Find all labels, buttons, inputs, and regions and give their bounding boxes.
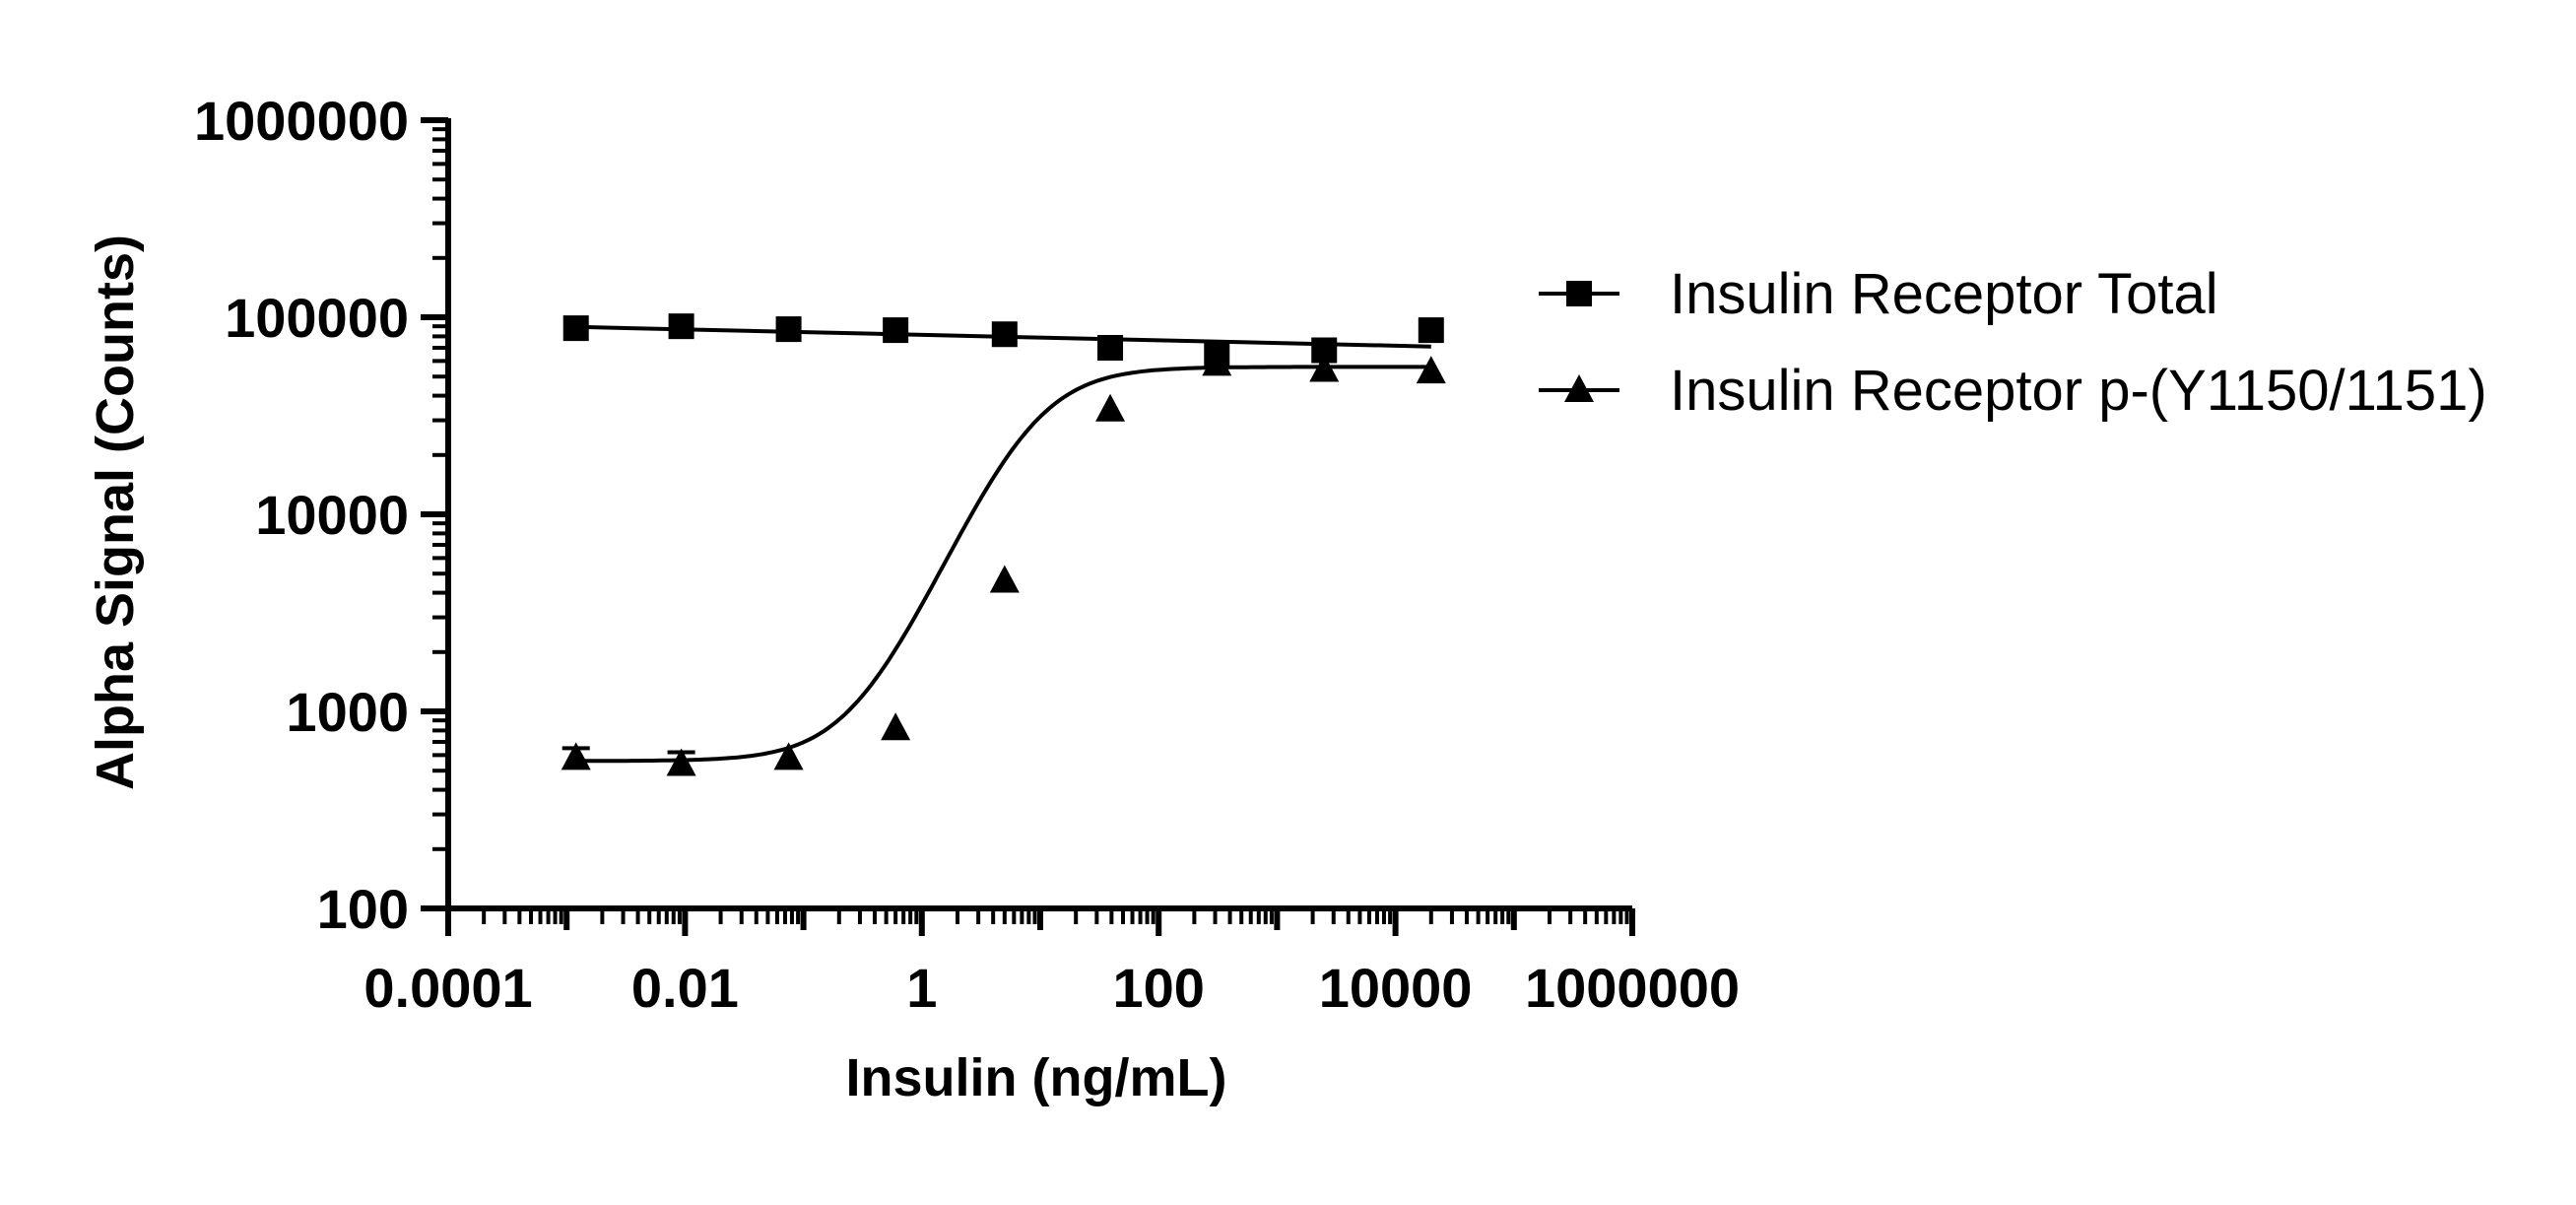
data-point-phospho <box>666 748 696 776</box>
data-point-total <box>775 316 802 343</box>
y-tick-label: 1000 <box>286 681 409 743</box>
data-point-phospho <box>881 712 911 741</box>
legend-label: Insulin Receptor p-(Y1150/1151) <box>1670 359 2487 423</box>
data-point-total <box>883 317 909 344</box>
y-tick-label: 10000 <box>255 484 409 546</box>
data-point-total <box>1418 317 1444 344</box>
legend-marker-triangle <box>1564 374 1594 402</box>
x-tick-label: 10000 <box>1319 957 1473 1019</box>
data-point-phospho <box>1416 356 1446 384</box>
data-point-phospho <box>1202 348 1232 376</box>
x-tick-label: 100 <box>1112 957 1204 1019</box>
data-point-phospho <box>1095 393 1126 422</box>
fit-curve-phospho <box>575 365 1431 764</box>
y-tick-label: 1000000 <box>194 90 409 152</box>
data-point-total <box>991 321 1018 348</box>
axes: 100 1000 10000 100000 1000000 0.0001 0.01 1 100 1… <box>194 90 1740 1019</box>
x-tick-label: 1000000 <box>1525 957 1740 1019</box>
y-axis-title: Alpha Signal (Counts) <box>86 234 145 790</box>
data-point-phospho <box>1309 354 1340 382</box>
data-points <box>561 313 1446 776</box>
data-point-total <box>562 315 589 342</box>
y-tick-label: 100 <box>317 878 409 940</box>
x-tick-label: 0.0001 <box>363 957 532 1019</box>
fit-curves <box>575 324 1431 764</box>
x-tick-label: 0.01 <box>631 957 739 1019</box>
data-point-total <box>668 313 694 340</box>
legend-label: Insulin Receptor Total <box>1670 262 2218 326</box>
x-axis-title: Insulin (ng/mL) <box>846 1048 1227 1107</box>
data-point-phospho <box>989 565 1020 593</box>
y-tick-label: 100000 <box>225 287 409 349</box>
data-point-phospho <box>561 742 591 770</box>
data-point-total <box>1097 334 1124 361</box>
x-tick-label: 1 <box>906 957 937 1019</box>
legend-marker-square <box>1566 281 1592 306</box>
legend: Insulin Receptor Total Insulin Receptor p… <box>1539 262 2487 423</box>
data-point-phospho <box>773 742 804 770</box>
